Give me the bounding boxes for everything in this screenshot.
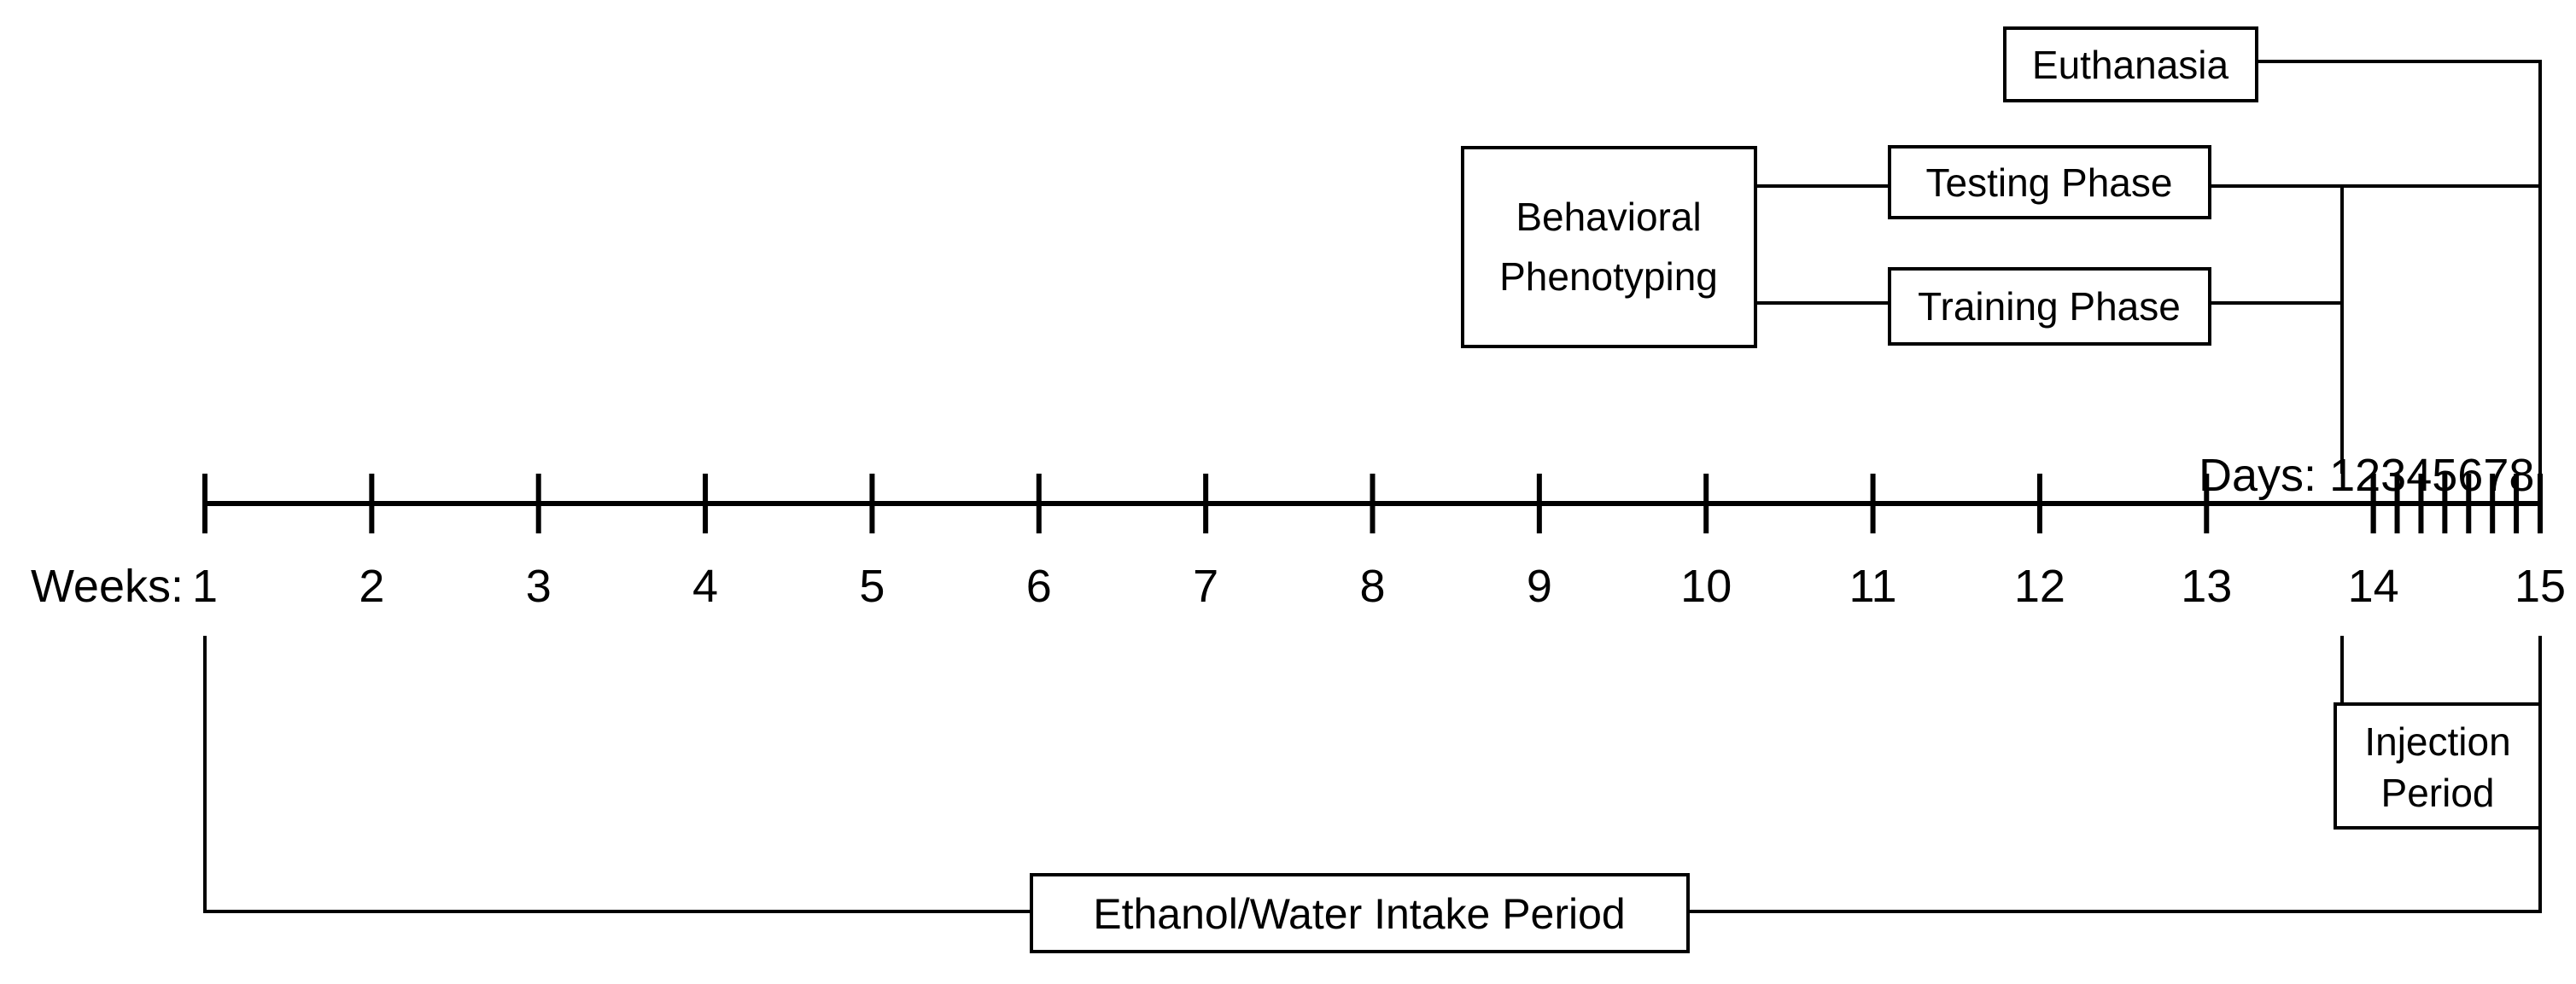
day-label-2: 2	[2355, 450, 2380, 501]
day-label-6: 6	[2457, 450, 2483, 501]
days-caption: Days: 12345678	[2199, 450, 2534, 501]
day-label-4: 4	[2406, 450, 2432, 501]
week-label-13: 13	[2181, 561, 2232, 612]
weeks-label: Weeks:	[31, 561, 184, 612]
injection-period-box	[2334, 702, 2542, 830]
behavioral-label-line1: Behavioral	[1516, 195, 1701, 239]
training-phase-label: Training Phase	[1918, 284, 2181, 329]
days-label-space	[2316, 450, 2329, 501]
intake-right-connector	[1688, 828, 2542, 913]
week-label-5: 5	[859, 561, 885, 612]
injection-label-line2: Period	[2381, 771, 2495, 815]
intake-left-connector	[203, 636, 1031, 913]
testing-phase-label: Testing Phase	[1926, 160, 2173, 205]
week-label-8: 8	[1359, 561, 1385, 612]
week-label-3: 3	[526, 561, 552, 612]
week-label-6: 6	[1026, 561, 1052, 612]
day-ticks	[2370, 474, 2543, 533]
week-labels: 1 2 3 4 5 6 7 8 9 10 11 12 13 14 15	[192, 561, 2566, 612]
training-phase-box	[1888, 267, 2211, 346]
week-label-14: 14	[2348, 561, 2399, 612]
week-label-15: 15	[2515, 561, 2566, 612]
euthanasia-box	[2003, 26, 2258, 102]
injection-label-line1: Injection	[2364, 719, 2510, 764]
behavioral-phenotyping-box	[1461, 146, 1757, 348]
day-label-5: 5	[2432, 450, 2457, 501]
week-label-2: 2	[359, 561, 384, 612]
week-label-11: 11	[1849, 561, 1897, 612]
week-label-4: 4	[692, 561, 718, 612]
day-label-3: 3	[2380, 450, 2406, 501]
week-label-7: 7	[1193, 561, 1218, 612]
week-label-12: 12	[2014, 561, 2065, 612]
week-label-10: 10	[1680, 561, 1732, 612]
day-label-8: 8	[2509, 450, 2534, 501]
days-label: Days:	[2199, 450, 2316, 501]
week-label-9: 9	[1527, 561, 1552, 612]
behavioral-label-line2: Phenotyping	[1499, 254, 1718, 299]
testing-phase-box	[1888, 145, 2211, 219]
intake-period-box	[1030, 873, 1690, 953]
day-label-7: 7	[2483, 450, 2509, 501]
intake-period-label: Ethanol/Water Intake Period	[1093, 890, 1626, 938]
week-label-1: 1	[192, 561, 218, 612]
euthanasia-label: Euthanasia	[2032, 43, 2229, 87]
euthanasia-connector	[2257, 60, 2542, 474]
days-digits: 12345678	[2329, 450, 2534, 501]
week-ticks	[202, 474, 2543, 533]
